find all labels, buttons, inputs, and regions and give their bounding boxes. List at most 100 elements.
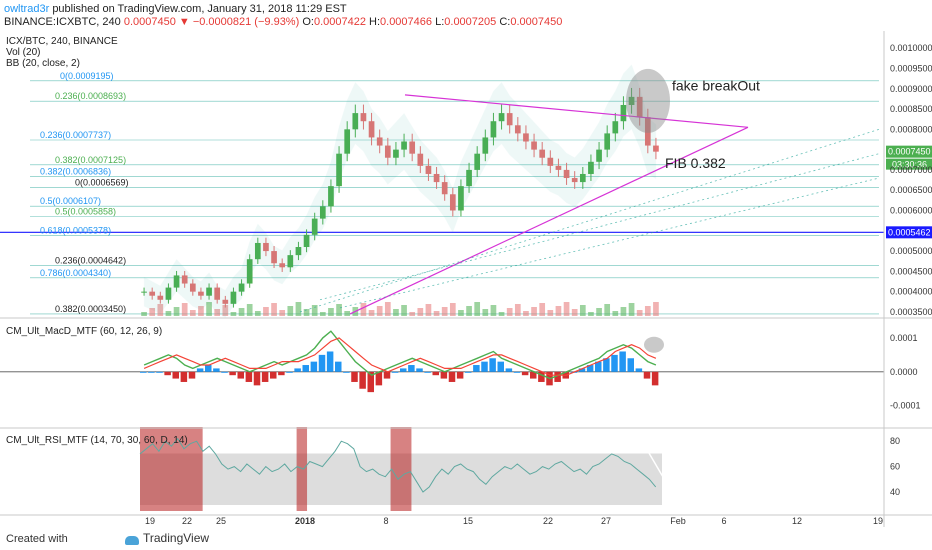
chart-header: owltrad3r published on TradingView.com, … xyxy=(0,0,932,30)
publish-info: published on TradingView.com, January 31… xyxy=(52,3,347,15)
macd-histogram-bar xyxy=(481,361,488,372)
volume-bar xyxy=(547,310,554,316)
author-link[interactable]: owltrad3r xyxy=(4,3,50,15)
volume-bar xyxy=(474,302,481,316)
projection-line xyxy=(299,128,880,313)
macd-histogram-bar xyxy=(245,371,253,382)
candle-body xyxy=(555,165,562,170)
macd-histogram-bar xyxy=(205,365,212,372)
candle-body xyxy=(222,299,229,304)
rsi-legend: CM_Ult_RSI_MTF (14, 70, 30, 60, D, 14) xyxy=(6,435,188,446)
macd-histogram-bar xyxy=(310,361,318,372)
fib-label: 0.382(0.0003450) xyxy=(55,304,126,314)
volume-bar xyxy=(287,306,294,316)
ohlc-line: BINANCE:ICXBTC, 240 0.0007450 ▼ −0.00008… xyxy=(4,15,562,29)
price-tick-label: 0.0006500 xyxy=(890,185,932,195)
volume-bar xyxy=(263,307,269,316)
marked-level-tag xyxy=(886,226,932,239)
low-value: 0.0007205 xyxy=(444,16,497,28)
macd-histogram-bar xyxy=(359,371,366,389)
volume-bar xyxy=(222,305,229,316)
price-tick-label: 0.0004500 xyxy=(890,266,932,276)
price-change: ▼ −0.0000821 (−9.93%) xyxy=(178,16,300,28)
price-tick-label: 0.0005000 xyxy=(890,246,932,256)
macd-histogram-bar xyxy=(286,371,293,373)
fib-label: 0.618(0.0005378) xyxy=(40,226,111,236)
candle-body xyxy=(165,287,172,300)
countdown-label: 03:30:36 xyxy=(892,160,927,170)
volume-bar xyxy=(588,312,594,316)
volume-bar xyxy=(206,302,212,316)
macd-histogram-bar xyxy=(611,354,618,372)
candle-body xyxy=(368,121,375,138)
volume-bar xyxy=(604,304,611,316)
macd-histogram-bar xyxy=(172,371,179,379)
rsi-pane[interactable] xyxy=(139,427,675,511)
macd-histogram-bar xyxy=(318,354,326,372)
candle-body xyxy=(344,129,351,154)
candle-body xyxy=(141,291,147,293)
bollinger-bands xyxy=(144,64,656,318)
macd-histogram-bar xyxy=(627,358,634,372)
volume-bar xyxy=(653,302,659,316)
current-price-label: 0.0007450 xyxy=(888,147,931,157)
macd-histogram-bar xyxy=(302,365,309,372)
volume-bar xyxy=(384,302,391,316)
candle-body xyxy=(409,141,416,154)
candle-body xyxy=(271,251,277,264)
macd-histogram-bar xyxy=(391,371,399,373)
macd-histogram-bar xyxy=(497,361,504,372)
volume-bar xyxy=(490,305,497,316)
macd-histogram-bar xyxy=(408,365,415,372)
candle-body xyxy=(328,186,334,207)
macd-tick-label: 0.0001 xyxy=(890,333,918,343)
candle-body xyxy=(279,263,286,268)
volume-bar xyxy=(360,303,367,316)
chart-canvas[interactable]: 0(0.0009195) 0.236(0.0008693) 0.236(0.0007… xyxy=(0,31,932,527)
macd-histogram-bar xyxy=(253,371,261,386)
price-tick-label: 0.0010000 xyxy=(890,43,932,53)
macd-pane[interactable] xyxy=(0,330,884,393)
volume-bar xyxy=(579,305,586,316)
candle-body xyxy=(319,206,326,219)
marked-level-label: 0.0005462 xyxy=(888,227,931,237)
x-tick-label: 19 xyxy=(145,516,155,526)
candle-body xyxy=(482,137,489,154)
breakout-highlight xyxy=(626,68,670,133)
candle-body xyxy=(531,141,537,150)
macd-histogram-bar xyxy=(237,371,244,379)
candle-body xyxy=(433,173,440,183)
macd-line xyxy=(143,330,657,380)
high-value: 0.0007466 xyxy=(380,16,433,28)
fib-label: 0.786(0.0004340) xyxy=(40,268,111,278)
symbol-label: BINANCE:ICXBTC, 240 xyxy=(4,16,121,28)
macd-histogram-bar xyxy=(651,371,659,386)
candle-body xyxy=(628,96,635,105)
volume-bar xyxy=(644,306,651,316)
rsi-line xyxy=(139,437,657,493)
candle-body xyxy=(547,157,554,166)
macd-histogram-bar xyxy=(603,358,610,372)
price-tick-label: 0.0006000 xyxy=(890,205,932,215)
macd-histogram-bar xyxy=(221,371,228,373)
x-tick-label: 22 xyxy=(182,516,192,526)
price-pane[interactable]: 0(0.0009195) 0.236(0.0008693) 0.236(0.0007… xyxy=(0,64,884,318)
candle-body xyxy=(157,295,164,300)
candle-body xyxy=(287,255,294,268)
candle-body xyxy=(458,186,464,211)
volume-bar xyxy=(344,311,351,316)
rsi-tick-label: 60 xyxy=(890,462,900,472)
candle-body xyxy=(238,283,245,292)
candle-body xyxy=(417,153,424,166)
macd-histogram-bar xyxy=(619,351,626,372)
candle-body xyxy=(466,169,472,187)
candle-body xyxy=(449,194,456,211)
price-legend-title: ICX/BTC, 240, BINANCE xyxy=(6,36,118,47)
candle-body xyxy=(620,104,627,122)
volume-bar xyxy=(189,310,196,316)
fib-label: 0.236(0.0007737) xyxy=(40,130,111,140)
macd-histogram-bar xyxy=(375,371,383,386)
x-tick-label: 15 xyxy=(463,516,473,526)
macd-histogram-bar xyxy=(595,361,602,372)
volume-bar xyxy=(620,307,627,316)
